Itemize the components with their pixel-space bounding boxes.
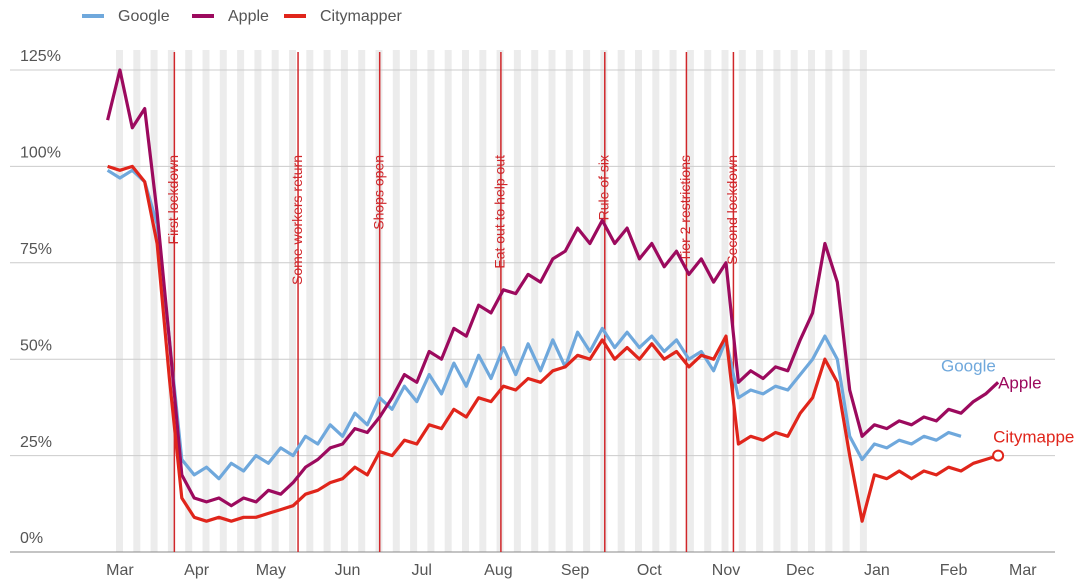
weekend-band xyxy=(756,50,764,552)
weekend-band xyxy=(427,50,435,552)
weekend-band xyxy=(410,50,418,552)
weekend-band xyxy=(773,50,781,552)
weekend-band xyxy=(116,50,123,552)
y-tick-label: 50% xyxy=(20,337,52,354)
annotation-label: First lockdown xyxy=(165,155,181,244)
weekend-band xyxy=(704,50,712,552)
annotation-label: Some workers return xyxy=(289,155,305,285)
weekend-band xyxy=(686,50,694,552)
y-tick-label: 125% xyxy=(20,48,61,65)
series-line xyxy=(106,68,1000,508)
weekend-band xyxy=(652,50,660,552)
weekend-band xyxy=(289,50,296,552)
end-label: Apple xyxy=(998,373,1041,392)
weekend-band xyxy=(600,50,608,552)
x-tick-label: Dec xyxy=(786,562,814,579)
weekend-band xyxy=(669,50,677,552)
annotation-label: Eat out to help out xyxy=(492,155,508,269)
weekend-band xyxy=(548,50,556,552)
weekend-band xyxy=(323,50,331,552)
x-tick-label: Mar xyxy=(106,562,134,579)
annotation-label: Shops open xyxy=(370,155,386,230)
x-tick-label: Aug xyxy=(484,562,512,579)
weekend-band xyxy=(513,50,521,552)
x-tick-label: Mar xyxy=(1009,562,1037,579)
weekend-band xyxy=(479,50,487,552)
weekend-band xyxy=(392,50,400,552)
weekend-band xyxy=(635,50,642,552)
weekend-band xyxy=(306,50,314,552)
series-line xyxy=(107,164,999,523)
weekend-band xyxy=(185,50,193,552)
x-tick-label: Oct xyxy=(637,562,662,579)
weekend-band xyxy=(721,50,729,552)
weekend-band xyxy=(444,50,452,552)
weekend-band xyxy=(565,50,573,552)
weekend-band xyxy=(202,50,210,552)
annotation-label: Second lockdown xyxy=(724,155,740,265)
x-tick-label: Jan xyxy=(864,562,890,579)
weekend-band xyxy=(358,50,366,552)
x-tick-label: Jul xyxy=(412,562,432,579)
weekend-band xyxy=(340,50,348,552)
x-tick-label: Feb xyxy=(940,562,968,579)
legend-label: Google xyxy=(118,8,170,25)
weekend-band xyxy=(825,50,833,552)
weekend-band xyxy=(150,50,158,552)
weekend-band xyxy=(167,50,175,552)
y-tick-label: 0% xyxy=(20,530,43,547)
x-tick-label: Nov xyxy=(712,562,740,579)
x-tick-label: May xyxy=(256,562,286,579)
weekend-band xyxy=(133,50,141,552)
annotation-label: Rule of six xyxy=(595,155,611,220)
y-tick-label: 100% xyxy=(20,145,61,162)
weekend-band xyxy=(808,50,815,552)
weekend-band xyxy=(254,50,262,552)
legend-label: Apple xyxy=(228,8,269,25)
weekend-band xyxy=(531,50,539,552)
weekend-band xyxy=(237,50,245,552)
y-tick-label: 25% xyxy=(20,434,52,451)
weekend-band xyxy=(790,50,798,552)
weekend-band xyxy=(496,50,504,552)
weekend-band xyxy=(859,50,867,552)
x-tick-label: Jun xyxy=(335,562,361,579)
legend-label: Citymapper xyxy=(320,8,402,25)
end-label: Citymapper xyxy=(993,427,1074,446)
weekend-band xyxy=(583,50,591,552)
y-tick-label: 75% xyxy=(20,241,52,258)
x-tick-label: Sep xyxy=(561,562,590,579)
annotation-label: Tier 2 restrictions xyxy=(677,155,693,262)
series-line xyxy=(106,168,962,481)
weekend-band xyxy=(462,50,469,552)
weekend-band xyxy=(842,50,850,552)
end-label: Google xyxy=(941,356,996,375)
weekend-band xyxy=(617,50,625,552)
end-marker xyxy=(992,449,1005,462)
weekend-band xyxy=(219,50,227,552)
x-tick-label: Apr xyxy=(184,562,210,579)
weekend-band xyxy=(271,50,279,552)
weekend-band xyxy=(738,50,746,552)
